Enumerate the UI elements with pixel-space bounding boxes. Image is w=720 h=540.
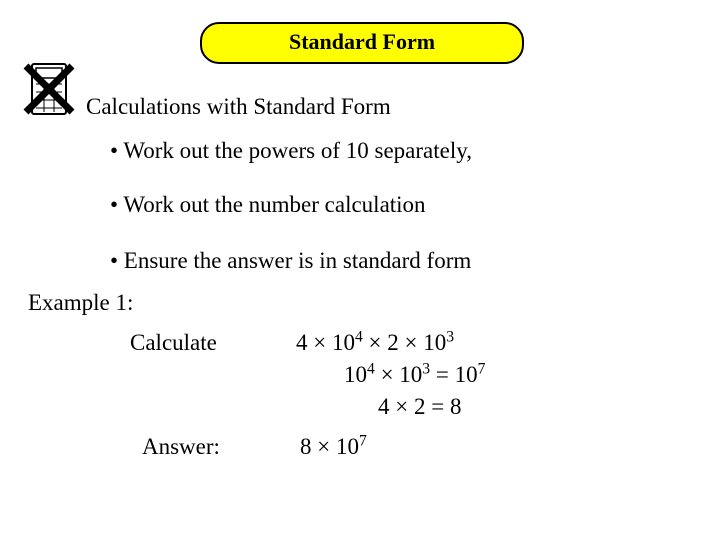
expr-sup: 7 <box>478 360 486 377</box>
bullet-item: • Ensure the answer is in standard form <box>110 248 471 274</box>
title-banner: Standard Form <box>200 22 524 64</box>
answer-expression: 8 × 107 <box>300 434 367 460</box>
expr-part: × 2 × 10 <box>363 330 446 355</box>
bullet-item: • Work out the number calculation <box>110 192 426 218</box>
bullet-item: • Work out the powers of 10 separately, <box>110 138 472 164</box>
expr-sup: 4 <box>355 328 363 345</box>
title-text: Standard Form <box>289 29 435 54</box>
calculator-crossed-icon <box>20 60 78 118</box>
expr-part: 10 <box>344 362 367 387</box>
calc-expression: 4 × 104 × 2 × 103 <box>296 330 454 356</box>
expr-sup: 4 <box>367 360 375 377</box>
expr-part: × 10 <box>375 362 422 387</box>
answer-label: Answer: <box>142 434 220 460</box>
example-label: Example 1: <box>28 290 133 316</box>
expr-part: 8 × 10 <box>300 434 359 459</box>
expr-part: 4 × 10 <box>296 330 355 355</box>
expr-sup: 3 <box>422 360 430 377</box>
calculate-label: Calculate <box>130 330 217 356</box>
expr-part: = 10 <box>430 362 477 387</box>
subtitle: Calculations with Standard Form <box>86 94 391 120</box>
working-step: 4 × 2 = 8 <box>378 394 461 420</box>
working-step: 104 × 103 = 107 <box>344 362 485 388</box>
expr-sup: 7 <box>359 432 367 449</box>
expr-sup: 3 <box>446 328 454 345</box>
